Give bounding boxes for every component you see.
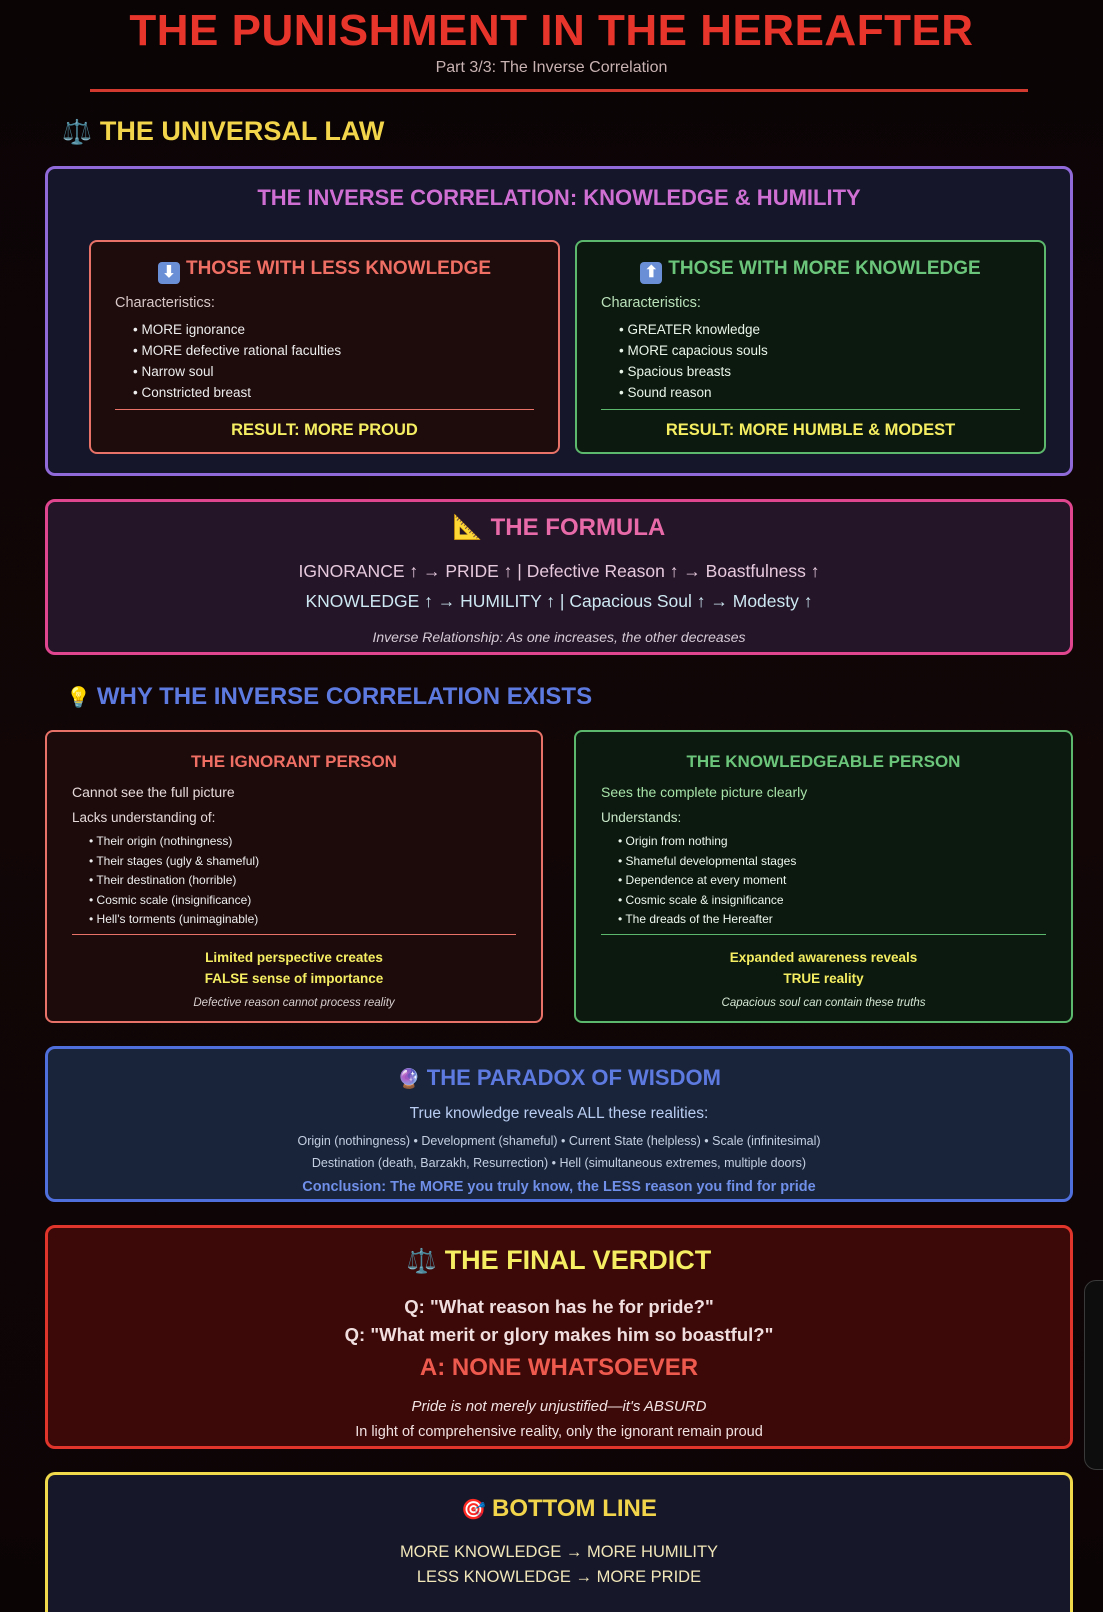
list-item: Dependence at every moment xyxy=(618,871,796,891)
paradox-line-1: Origin (nothingness) • Development (sham… xyxy=(297,1134,821,1148)
side-scroll-handle[interactable] xyxy=(1084,1280,1103,1470)
paradox-panel: 🔮 THE PARADOX OF WISDOM True knowledge re… xyxy=(45,1046,1073,1202)
bottom-line-2: LESS KNOWLEDGE → MORE PRIDE xyxy=(416,1568,702,1586)
up-arrow-icon: ⬆ xyxy=(640,262,663,284)
paradox-conclusion: Conclusion: The MORE you truly know, the… xyxy=(302,1179,816,1195)
final-verdict-title-text: THE FINAL VERDICT xyxy=(444,1245,712,1275)
formula-line-ignorance: IGNORANCE ↑ → PRIDE ↑ | Defective Reason… xyxy=(298,561,820,581)
ignorant-list: Their origin (nothingness) Their stages … xyxy=(89,832,259,930)
verdict-note: Pride is not merely unjustified—it's ABS… xyxy=(411,1398,707,1415)
ignorant-conclusion-2: FALSE sense of importance xyxy=(204,971,384,986)
lightbulb-icon: 💡 xyxy=(66,687,91,709)
list-item: Their destination (horrible) xyxy=(89,871,259,891)
ignorant-conclusion-1: Limited perspective creates xyxy=(205,950,383,965)
list-item: The dreads of the Hereafter xyxy=(618,910,796,930)
formula-title: 📐 THE FORMULA xyxy=(48,513,1070,542)
list-item: MORE ignorance xyxy=(133,319,341,340)
verdict-line: In light of comprehensive reality, only … xyxy=(355,1424,763,1440)
page-subtitle: Part 3/3: The Inverse Correlation xyxy=(435,59,668,76)
verdict-question-2: Q: "What merit or glory makes him so boa… xyxy=(344,1324,774,1345)
inverse-correlation-title: THE INVERSE CORRELATION: KNOWLEDGE & HUM… xyxy=(257,185,861,210)
title-divider xyxy=(90,89,1028,92)
list-item: Narrow soul xyxy=(133,361,341,382)
more-characteristics-list: GREATER knowledge MORE capacious souls S… xyxy=(619,319,768,403)
why-heading: 💡 WHY THE INVERSE CORRELATION EXISTS xyxy=(66,683,592,711)
bottom-line-title-text: BOTTOM LINE xyxy=(492,1495,657,1522)
list-item: MORE capacious souls xyxy=(619,340,767,361)
card-divider xyxy=(115,409,534,410)
list-item: Constricted breast xyxy=(133,382,341,403)
page-title: THE PUNISHMENT IN THE HEREAFTER xyxy=(129,6,974,55)
bottom-line-title: 🎯 BOTTOM LINE xyxy=(48,1495,1070,1523)
list-item: Their origin (nothingness) xyxy=(89,832,259,852)
why-heading-text: WHY THE INVERSE CORRELATION EXISTS xyxy=(96,683,593,710)
more-knowledge-title-text: THOSE WITH MORE KNOWLEDGE xyxy=(668,258,981,279)
list-item: MORE defective rational faculties xyxy=(133,340,341,361)
down-arrow-icon: ⬇ xyxy=(157,262,180,284)
less-knowledge-title: ⬇ THOSE WITH LESS KNOWLEDGE xyxy=(91,258,558,284)
bottom-line-panel: 🎯 BOTTOM LINE MORE KNOWLEDGE → MORE HUMIL… xyxy=(45,1472,1073,1612)
more-result: RESULT: MORE HUMBLE & MODEST xyxy=(665,421,956,439)
knowledgeable-person-card: THE KNOWLEDGEABLE PERSON Sees the comple… xyxy=(574,730,1073,1023)
more-knowledge-title: ⬆ THOSE WITH MORE KNOWLEDGE xyxy=(577,258,1044,284)
knowledgeable-person-title: THE KNOWLEDGEABLE PERSON xyxy=(686,752,961,771)
less-characteristics-label: Characteristics: xyxy=(115,295,215,311)
universal-law-heading: ⚖️ THE UNIVERSAL LAW xyxy=(62,116,384,147)
more-characteristics-label: Characteristics: xyxy=(601,295,701,311)
list-item: Shameful developmental stages xyxy=(618,852,797,872)
knowledgeable-conclusion-1: Expanded awareness reveals xyxy=(729,950,918,965)
list-item: Their stages (ugly & shameful) xyxy=(89,852,259,872)
list-item: Spacious breasts xyxy=(619,361,768,382)
ignorant-line-2: Lacks understanding of: xyxy=(72,810,216,825)
inverse-correlation-panel: THE INVERSE CORRELATION: KNOWLEDGE & HUM… xyxy=(45,166,1073,476)
formula-line-knowledge: KNOWLEDGE ↑ → HUMILITY ↑ | Capacious Sou… xyxy=(305,591,813,611)
verdict-question-1: Q: "What reason has he for pride?" xyxy=(404,1296,714,1317)
ignorant-line-1: Cannot see the full picture xyxy=(72,784,235,800)
card-divider xyxy=(601,409,1020,410)
card-divider xyxy=(601,934,1046,935)
paradox-intro: True knowledge reveals ALL these realiti… xyxy=(409,1105,709,1122)
final-verdict-title: ⚖️ THE FINAL VERDICT xyxy=(48,1245,1070,1276)
final-verdict-panel: ⚖️ THE FINAL VERDICT Q: "What reason has … xyxy=(45,1225,1073,1449)
scales-icon: ⚖️ xyxy=(62,119,92,146)
knowledgeable-line-2: Understands: xyxy=(601,810,682,825)
bottom-line-1: MORE KNOWLEDGE → MORE HUMILITY xyxy=(399,1543,719,1561)
crystal-ball-icon: 🔮 xyxy=(397,1069,421,1090)
formula-note: Inverse Relationship: As one increases, … xyxy=(372,629,746,645)
ignorant-note: Defective reason cannot process reality xyxy=(193,997,395,1009)
ignorant-person-card: THE IGNORANT PERSON Cannot see the full … xyxy=(45,730,543,1023)
paradox-title: 🔮 THE PARADOX OF WISDOM xyxy=(48,1065,1070,1091)
formula-panel: 📐 THE FORMULA IGNORANCE ↑ → PRIDE ↑ | Def… xyxy=(45,499,1073,655)
list-item: Sound reason xyxy=(619,382,768,403)
verdict-answer: A: NONE WHATSOEVER xyxy=(419,1354,699,1381)
formula-title-text: THE FORMULA xyxy=(490,514,666,541)
knowledgeable-list: Origin from nothing Shameful development… xyxy=(618,832,796,930)
paradox-line-2: Destination (death, Barzakh, Resurrectio… xyxy=(311,1156,807,1170)
list-item: GREATER knowledge xyxy=(619,319,768,340)
scales-icon: ⚖️ xyxy=(406,1248,437,1275)
less-characteristics-list: MORE ignorance MORE defective rational f… xyxy=(133,319,341,403)
list-item: Cosmic scale (insignificance) xyxy=(89,891,259,911)
less-knowledge-card: ⬇ THOSE WITH LESS KNOWLEDGE Characteristi… xyxy=(89,240,560,454)
card-divider xyxy=(72,934,516,935)
list-item: Hell's torments (unimaginable) xyxy=(89,910,259,930)
less-result: RESULT: MORE PROUD xyxy=(231,421,418,439)
less-knowledge-title-text: THOSE WITH LESS KNOWLEDGE xyxy=(185,258,492,279)
more-knowledge-card: ⬆ THOSE WITH MORE KNOWLEDGE Characteristi… xyxy=(575,240,1046,454)
triangle-ruler-icon: 📐 xyxy=(452,514,483,541)
knowledgeable-line-1: Sees the complete picture clearly xyxy=(601,784,808,800)
paradox-title-text: THE PARADOX OF WISDOM xyxy=(426,1065,721,1090)
target-icon: 🎯 xyxy=(461,1499,486,1521)
ignorant-person-title: THE IGNORANT PERSON xyxy=(191,752,397,771)
list-item: Cosmic scale & insignificance xyxy=(618,891,796,911)
universal-law-heading-text: THE UNIVERSAL LAW xyxy=(99,116,385,146)
knowledgeable-note: Capacious soul can contain these truths xyxy=(721,997,926,1009)
list-item: Origin from nothing xyxy=(618,832,796,852)
knowledgeable-conclusion-2: TRUE reality xyxy=(783,971,864,986)
